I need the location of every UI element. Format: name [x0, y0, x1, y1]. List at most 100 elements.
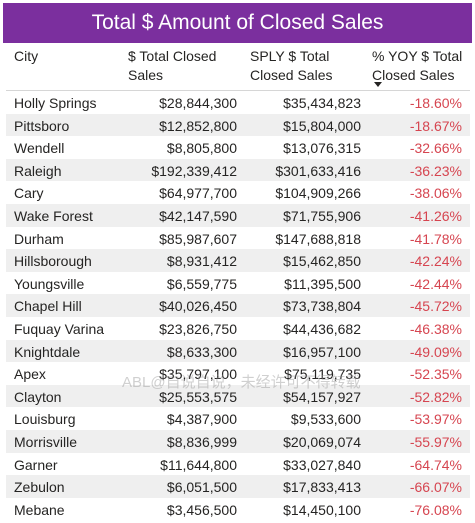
table-row[interactable]: Louisburg $4,387,900 $9,533,600 -53.97%	[6, 407, 470, 430]
cell-sply-total-closed-sales: $17,833,413	[283, 479, 361, 496]
cell-city: Louisburg	[14, 411, 76, 428]
cell-total-closed-sales: $23,826,750	[159, 320, 237, 337]
table-body: Holly Springs $28,844,300 $35,434,823 -18.6…	[6, 91, 470, 520]
cell-total-closed-sales: $6,559,775	[166, 275, 237, 292]
cell-total-closed-sales: $6,051,500	[166, 479, 237, 496]
cell-city: Pittsboro	[14, 117, 70, 134]
cell-sply-total-closed-sales: $71,755,906	[283, 207, 361, 224]
cell-yoy-percent: -64.74%	[409, 456, 462, 473]
column-header-yoy-line1: % YOY $ Total	[372, 48, 463, 64]
cell-sply-total-closed-sales: $33,027,840	[283, 456, 361, 473]
sort-descending-icon[interactable]	[374, 82, 382, 87]
table-row[interactable]: Holly Springs $28,844,300 $35,434,823 -18.6…	[6, 91, 470, 114]
cell-sply-total-closed-sales: $147,688,818	[275, 230, 361, 247]
cell-total-closed-sales: $42,147,590	[159, 207, 237, 224]
table-row[interactable]: Apex $35,797,100 $75,119,735 -52.35%	[6, 362, 470, 385]
cell-city: Apex	[14, 366, 46, 383]
table-row[interactable]: Garner $11,644,800 $33,027,840 -64.74%	[6, 453, 470, 476]
cell-total-closed-sales: $192,339,412	[151, 162, 237, 179]
cell-total-closed-sales: $25,553,575	[159, 388, 237, 405]
cell-city: Knightdale	[14, 343, 81, 360]
cell-yoy-percent: -66.07%	[409, 479, 462, 496]
cell-sply-total-closed-sales: $75,119,735	[284, 366, 361, 383]
table-row[interactable]: Pittsboro $12,852,800 $15,804,000 -18.67%	[6, 113, 470, 137]
cell-city: Hillsborough	[14, 253, 92, 270]
cell-total-closed-sales: $85,987,607	[159, 230, 237, 247]
table-row[interactable]: Raleigh $192,339,412 $301,633,416 -36.23%	[6, 158, 470, 182]
table-row[interactable]: Wake Forest $42,147,590 $71,755,906 -41.26%	[6, 203, 470, 227]
cell-total-closed-sales: $3,456,500	[166, 501, 237, 518]
cell-yoy-percent: -46.38%	[409, 320, 462, 337]
cell-sply-total-closed-sales: $301,633,416	[275, 162, 361, 179]
cell-total-closed-sales: $28,844,300	[159, 95, 237, 111]
cell-sply-total-closed-sales: $16,957,100	[283, 343, 361, 360]
cell-sply-total-closed-sales: $15,462,850	[283, 253, 361, 270]
cell-yoy-percent: -49.09%	[409, 343, 462, 360]
table-row[interactable]: Knightdale $8,633,300 $16,957,100 -49.09%	[6, 339, 470, 363]
cell-yoy-percent: -76.08%	[409, 501, 462, 518]
cell-sply-total-closed-sales: $14,450,100	[283, 501, 361, 518]
column-header-sply-line1: SPLY $ Total	[250, 48, 330, 64]
cell-total-closed-sales: $8,931,412	[166, 253, 237, 270]
column-header-total-line2: Sales	[128, 67, 164, 83]
cell-total-closed-sales: $8,805,800	[166, 140, 237, 157]
header-divider	[6, 90, 470, 91]
column-header-sply-total-closed-sales[interactable]: SPLY $ Total Closed Sales	[250, 47, 333, 85]
column-header-total-line1: $ Total Closed	[128, 48, 217, 64]
cell-total-closed-sales: $11,644,800	[160, 456, 237, 473]
cell-city: Durham	[14, 230, 64, 247]
cell-sply-total-closed-sales: $44,436,682	[283, 320, 361, 337]
cell-total-closed-sales: $8,633,300	[166, 343, 237, 360]
cell-city: Morrisville	[14, 433, 77, 450]
column-header-total-closed-sales[interactable]: $ Total Closed Sales	[128, 47, 216, 85]
cell-yoy-percent: -18.60%	[409, 95, 462, 111]
table-row[interactable]: Cary $64,977,700 $104,909,266 -38.06%	[6, 181, 470, 204]
visual-title: Total $ Amount of Closed Sales	[3, 3, 472, 43]
cell-yoy-percent: -38.06%	[409, 185, 462, 202]
table-row[interactable]: Chapel Hill $40,026,450 $73,738,804 -45.72%	[6, 294, 470, 317]
cell-yoy-percent: -18.67%	[409, 117, 462, 134]
cell-yoy-percent: -52.35%	[409, 366, 462, 383]
cell-sply-total-closed-sales: $20,069,074	[283, 433, 361, 450]
cell-total-closed-sales: $35,797,100	[159, 366, 237, 383]
cell-sply-total-closed-sales: $104,909,266	[275, 185, 361, 202]
cell-city: Garner	[14, 456, 58, 473]
cell-city: Fuquay Varina	[14, 320, 105, 337]
table-row[interactable]: Fuquay Varina $23,826,750 $44,436,682 -46.3…	[6, 317, 470, 340]
column-header-city[interactable]: City	[14, 47, 38, 66]
column-header-yoy-total-closed-sales[interactable]: % YOY $ Total Closed Sales	[372, 47, 462, 85]
cell-yoy-percent: -41.78%	[409, 230, 462, 247]
cell-city: Zebulon	[14, 479, 65, 496]
cell-city: Mebane	[14, 501, 65, 518]
table-row[interactable]: Wendell $8,805,800 $13,076,315 -32.66%	[6, 136, 470, 159]
cell-total-closed-sales: $40,026,450	[159, 298, 237, 315]
table-row[interactable]: Zebulon $6,051,500 $17,833,413 -66.07%	[6, 475, 470, 498]
sales-table: City $ Total Closed Sales SPLY $ Total C…	[6, 43, 470, 518]
cell-yoy-percent: -45.72%	[409, 298, 462, 315]
cell-yoy-percent: -41.26%	[409, 207, 462, 224]
column-header-city-label: City	[14, 48, 39, 64]
cell-city: Wake Forest	[14, 207, 93, 224]
cell-sply-total-closed-sales: $54,157,927	[283, 388, 361, 405]
table-row[interactable]: Mebane $3,456,500 $14,450,100 -76.08%	[6, 498, 470, 521]
table-row[interactable]: Morrisville $8,836,999 $20,069,074 -55.97%	[6, 429, 470, 453]
cell-sply-total-closed-sales: $11,395,500	[284, 275, 361, 292]
cell-city: Clayton	[14, 388, 62, 405]
cell-total-closed-sales: $64,977,700	[159, 185, 237, 202]
cell-yoy-percent: -55.97%	[409, 433, 462, 450]
cell-total-closed-sales: $12,852,800	[159, 117, 237, 134]
table-row[interactable]: Youngsville $6,559,775 $11,395,500 -42.44%	[6, 272, 470, 295]
table-row[interactable]: Durham $85,987,607 $147,688,818 -41.78%	[6, 227, 470, 250]
cell-sply-total-closed-sales: $9,533,600	[290, 411, 361, 428]
cell-city: Youngsville	[14, 275, 85, 292]
cell-total-closed-sales: $4,387,900	[166, 411, 237, 428]
cell-yoy-percent: -52.82%	[409, 388, 462, 405]
cell-sply-total-closed-sales: $15,804,000	[283, 117, 361, 134]
cell-yoy-percent: -32.66%	[409, 140, 462, 157]
table-row[interactable]: Clayton $25,553,575 $54,157,927 -52.82%	[6, 384, 470, 408]
cell-sply-total-closed-sales: $13,076,315	[283, 140, 361, 157]
table-row[interactable]: Hillsborough $8,931,412 $15,462,850 -42.24%	[6, 249, 470, 272]
cell-sply-total-closed-sales: $35,434,823	[283, 95, 361, 111]
cell-yoy-percent: -42.44%	[409, 275, 462, 292]
column-header-yoy-line2: Closed Sales	[372, 67, 455, 83]
